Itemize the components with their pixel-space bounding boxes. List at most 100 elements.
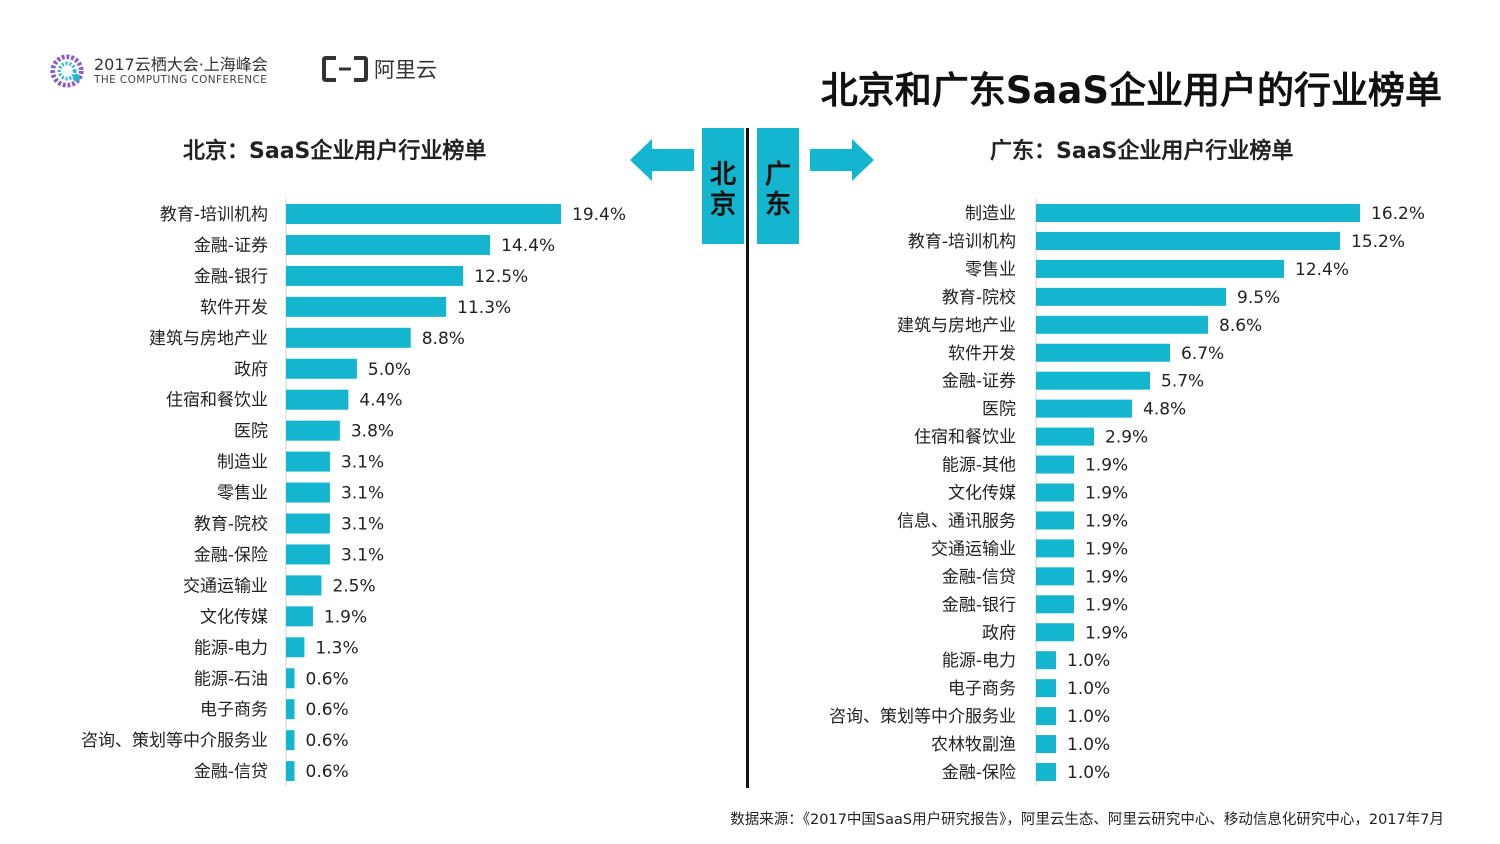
beijing-category-label: 住宿和餐饮业 [166,391,268,411]
guangdong-value-label: 1.9% [1085,595,1128,615]
beijing-value-label: 8.8% [422,329,465,349]
guangdong-value-label: 6.7% [1181,344,1224,364]
guangdong-bar [1036,679,1056,697]
beijing-bar [286,235,490,255]
guangdong-value-label: 2.9% [1105,428,1148,448]
beijing-category-label: 能源-电力 [194,638,268,658]
guangdong-category-label: 教育-院校 [942,288,1016,308]
guangdong-category-label: 金融-证券 [942,372,1016,392]
guangdong-category-label: 金融-保险 [942,763,1016,783]
guangdong-category-label: 信息、通讯服务 [897,511,1016,531]
beijing-value-label: 2.5% [332,576,375,596]
beijing-category-label: 交通运输业 [183,576,268,596]
guangdong-bar [1036,288,1226,306]
beijing-bar [286,730,295,750]
beijing-category-label: 金融-证券 [194,236,268,256]
guangdong-value-label: 1.9% [1085,484,1128,504]
guangdong-category-label: 医院 [982,400,1016,420]
beijing-category-label: 制造业 [217,453,268,473]
guangdong-value-label: 4.8% [1143,400,1186,420]
guangdong-value-label: 1.9% [1085,456,1128,476]
guangdong-bar [1036,400,1132,418]
beijing-bar [286,204,561,224]
beijing-value-label: 19.4% [572,205,626,225]
beijing-bar [286,390,348,410]
guangdong-value-label: 12.4% [1295,260,1349,280]
guangdong-value-label: 1.0% [1067,735,1110,755]
beijing-bar [286,421,340,441]
guangdong-category-label: 能源-电力 [942,651,1016,671]
beijing-category-label: 医院 [234,422,268,442]
guangdong-bar [1036,344,1170,362]
beijing-value-label: 1.3% [315,638,358,658]
beijing-value-label: 0.6% [306,762,349,782]
guangdong-category-label: 咨询、策划等中介服务业 [829,707,1016,727]
guangdong-bar [1036,623,1074,641]
beijing-value-label: 3.1% [341,484,384,504]
guangdong-value-label: 15.2% [1351,232,1405,252]
guangdong-bar [1036,204,1360,222]
beijing-bar [286,761,295,781]
beijing-value-label: 0.6% [306,700,349,720]
beijing-value-label: 12.5% [474,267,528,287]
guangdong-value-label: 8.6% [1219,316,1262,336]
guangdong-bar [1036,539,1074,557]
guangdong-category-label: 政府 [982,623,1016,643]
guangdong-category-label: 农林牧副渔 [931,735,1016,755]
guangdong-category-label: 零售业 [965,260,1016,280]
beijing-value-label: 1.9% [324,607,367,627]
guangdong-bar [1036,484,1074,502]
guangdong-category-label: 住宿和餐饮业 [914,428,1016,448]
beijing-value-label: 14.4% [501,236,555,256]
guangdong-category-label: 文化传媒 [948,484,1016,504]
guangdong-value-label: 1.9% [1085,623,1128,643]
guangdong-category-label: 交通运输业 [931,539,1016,559]
guangdong-value-label: 1.0% [1067,763,1110,783]
beijing-bar [286,637,304,657]
guangdong-bar [1036,567,1074,585]
beijing-value-label: 4.4% [359,391,402,411]
beijing-value-label: 0.6% [306,669,349,689]
beijing-category-label: 文化传媒 [200,607,268,627]
beijing-category-label: 金融-信贷 [194,762,268,782]
guangdong-category-label: 教育-培训机构 [908,232,1016,252]
guangdong-value-label: 1.9% [1085,539,1128,559]
guangdong-bar [1036,428,1094,446]
beijing-category-label: 能源-石油 [194,669,268,689]
guangdong-bar [1036,651,1056,669]
beijing-bar [286,452,330,472]
beijing-bar [286,606,313,626]
beijing-value-label: 3.1% [341,515,384,535]
beijing-category-label: 教育-院校 [194,515,268,535]
guangdong-value-label: 1.0% [1067,679,1110,699]
beijing-bar [286,483,330,503]
beijing-category-label: 政府 [234,360,268,380]
beijing-category-label: 电子商务 [200,700,268,720]
beijing-value-label: 0.6% [306,731,349,751]
guangdong-category-label: 能源-其他 [942,456,1016,476]
guangdong-bar [1036,595,1074,613]
guangdong-bar [1036,372,1150,390]
beijing-category-label: 金融-保险 [194,545,268,565]
guangdong-category-label: 制造业 [965,204,1016,224]
beijing-category-label: 咨询、策划等中介服务业 [81,731,268,751]
guangdong-bar [1036,763,1056,781]
guangdong-value-label: 1.0% [1067,651,1110,671]
beijing-value-label: 3.1% [341,453,384,473]
beijing-bar [286,668,295,688]
beijing-value-label: 3.1% [341,545,384,565]
beijing-category-label: 金融-银行 [194,267,268,287]
beijing-category-label: 零售业 [217,484,268,504]
guangdong-category-label: 软件开发 [948,344,1016,364]
beijing-bar [286,297,446,317]
guangdong-value-label: 1.9% [1085,567,1128,587]
guangdong-bar [1036,232,1340,250]
guangdong-value-label: 1.9% [1085,511,1128,531]
beijing-bar [286,514,330,534]
beijing-value-label: 3.8% [351,422,394,442]
guangdong-category-label: 电子商务 [948,679,1016,699]
beijing-bar [286,328,411,348]
beijing-value-label: 5.0% [368,360,411,380]
beijing-bar [286,266,463,286]
guangdong-bar [1036,316,1208,334]
